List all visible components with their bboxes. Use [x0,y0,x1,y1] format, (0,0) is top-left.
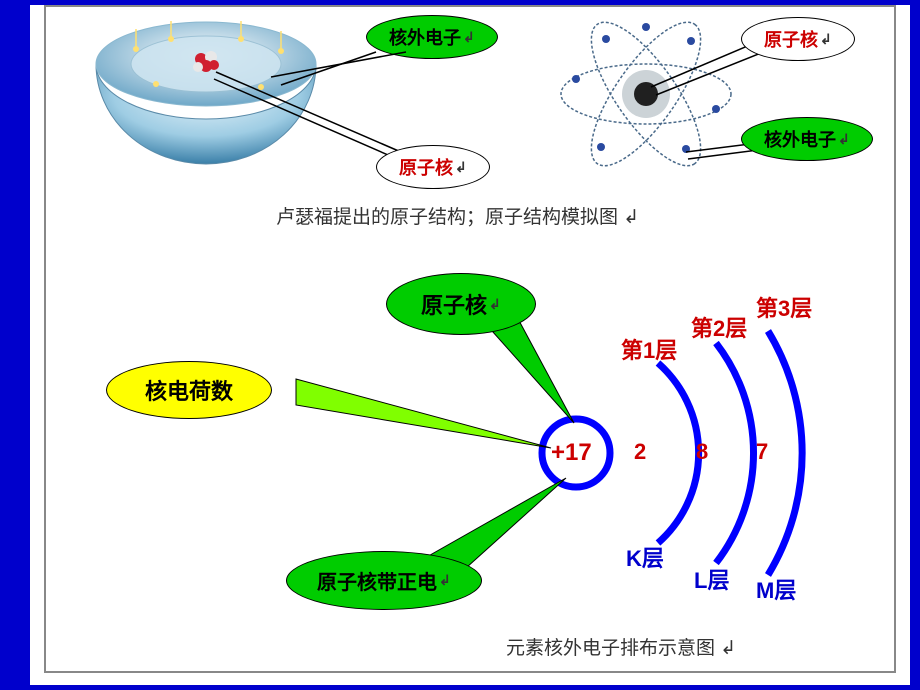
return-marker: ↲ [489,296,501,313]
callout-label: 原子核 [764,26,818,52]
callout-nucleus-right: 原子核 ↲ [741,17,855,61]
shell-1-name: 第1层 [621,333,677,365]
return-marker: ↲ [623,207,639,228]
callout-positive: 原子核带正电 ↲ [286,551,482,610]
callout-nucleus-left: 原子核 ↲ [376,145,490,189]
caption-text: 卢瑟福提出的原子结构；原子结构模拟图 [276,207,618,228]
callout-electron-left: 核外电子 ↲ [366,15,498,59]
bottom-caption: 元素核外电子排布示意图 ↲ [506,633,736,660]
shell-1-electrons: 2 [634,439,646,465]
shell-3-letter: M层 [756,573,796,605]
nucleus-value: +17 [551,439,592,467]
bottom-panel: +17 2 8 7 第1层 第2层 第3层 K层 L层 M层 原子核 ↲ 核电荷… [44,233,896,673]
callout-label: 原子核 [399,154,453,180]
shell-2-letter: L层 [694,563,729,595]
return-marker: ↲ [720,638,736,659]
shell-1-letter: K层 [626,541,664,573]
top-panel: 核外电子 ↲ 原子核 ↲ 原子核 ↲ 核外电子 ↲ 卢瑟福提出的原子结构；原子结… [44,5,896,235]
orbit-atom-illustration [546,9,746,184]
bowl-atom-illustration [76,9,336,184]
slide: 核外电子 ↲ 原子核 ↲ 原子核 ↲ 核外电子 ↲ 卢瑟福提出的原子结构；原子结… [30,5,910,685]
callout-label: 核外电子 [764,126,836,152]
shell-3-name: 第3层 [756,291,812,323]
caption-text: 元素核外电子排布示意图 [506,638,715,659]
callout-label: 原子核带正电 [317,566,437,595]
return-marker: ↲ [838,131,850,148]
callout-electron-right: 核外电子 ↲ [741,117,873,161]
shell-2-electrons: 8 [696,439,708,465]
return-marker: ↲ [820,31,832,48]
return-marker: ↲ [439,572,451,589]
callout-label: 核外电子 [389,24,461,50]
callout-nucleus: 原子核 ↲ [386,273,536,335]
return-marker: ↲ [455,159,467,176]
return-marker: ↲ [463,29,475,46]
callout-label: 原子核 [421,288,487,320]
top-caption: 卢瑟福提出的原子结构；原子结构模拟图 ↲ [276,202,639,229]
callout-charge-count: 核电荷数 [106,361,272,419]
shell-3-electrons: 7 [756,439,768,465]
callout-label: 核电荷数 [145,374,233,406]
shell-2-name: 第2层 [691,311,747,343]
